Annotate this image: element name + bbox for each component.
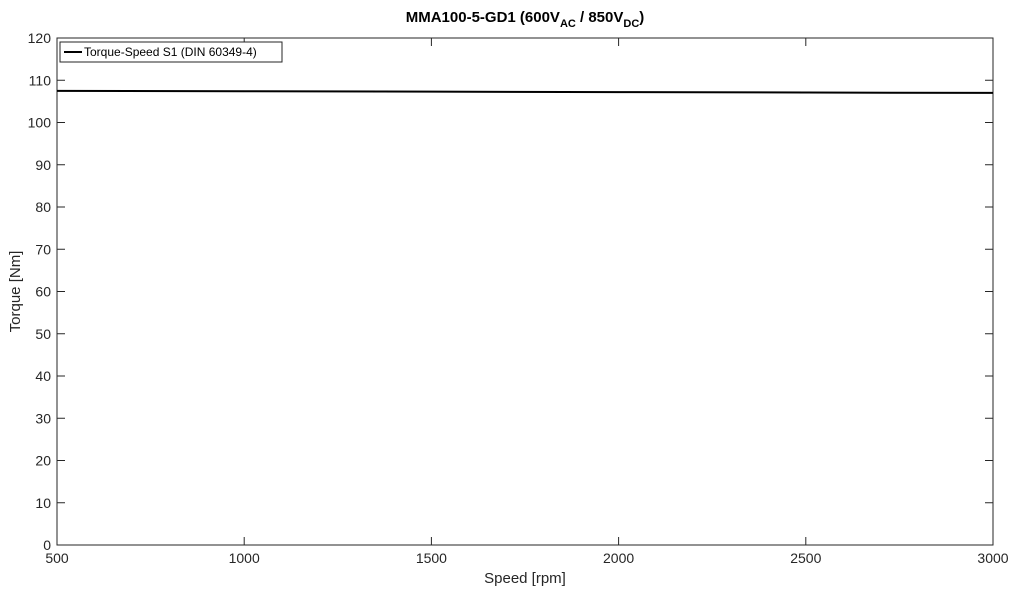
y-tick-label: 80 [35, 199, 51, 215]
title-end: ) [639, 9, 644, 26]
y-tick-label: 100 [28, 115, 52, 131]
y-tick-label: 20 [35, 453, 51, 469]
x-tick-label: 2500 [790, 550, 821, 566]
y-axis-title: Torque [Nm] [7, 251, 24, 333]
x-tick-label: 1000 [229, 550, 260, 566]
title-main: MMA100-5-GD1 (600V [406, 9, 560, 26]
legend-label: Torque-Speed S1 (DIN 60349-4) [84, 45, 257, 59]
chart-title: MMA100-5-GD1 (600VAC / 850VDC) [406, 9, 645, 30]
title-sub-ac: AC [560, 18, 576, 30]
legend-box [59, 41, 283, 63]
y-tick-label: 120 [28, 30, 52, 46]
y-tick-label: 10 [35, 495, 51, 511]
x-tick-label: 1500 [416, 550, 447, 566]
y-tick-label: 70 [35, 241, 51, 257]
x-axis-title: Speed [rpm] [484, 570, 566, 587]
y-axis-ticks: 0 10 20 30 40 50 60 70 80 90 100 110 120 [28, 30, 993, 553]
y-tick-label: 110 [29, 72, 52, 88]
series-line-torque-speed [56, 89, 994, 94]
x-tick-label: 500 [45, 550, 69, 566]
y-tick-label: 40 [35, 368, 51, 384]
title-sub-dc: DC [623, 18, 639, 30]
x-axis-ticks: 500 1000 1500 2000 2500 3000 [45, 38, 1009, 566]
y-tick-label: 90 [35, 157, 51, 173]
y-tick-label: 0 [43, 537, 51, 553]
legend: Torque-Speed S1 (DIN 60349-4) [59, 41, 283, 63]
series-layer [56, 89, 994, 94]
plot-area [56, 37, 994, 546]
y-tick-label: 30 [35, 410, 51, 426]
y-tick-label: 60 [35, 284, 51, 300]
y-tick-label: 50 [35, 326, 51, 342]
x-tick-label: 3000 [977, 550, 1008, 566]
title-mid: / 850V [576, 9, 624, 26]
x-tick-label: 2000 [603, 550, 634, 566]
